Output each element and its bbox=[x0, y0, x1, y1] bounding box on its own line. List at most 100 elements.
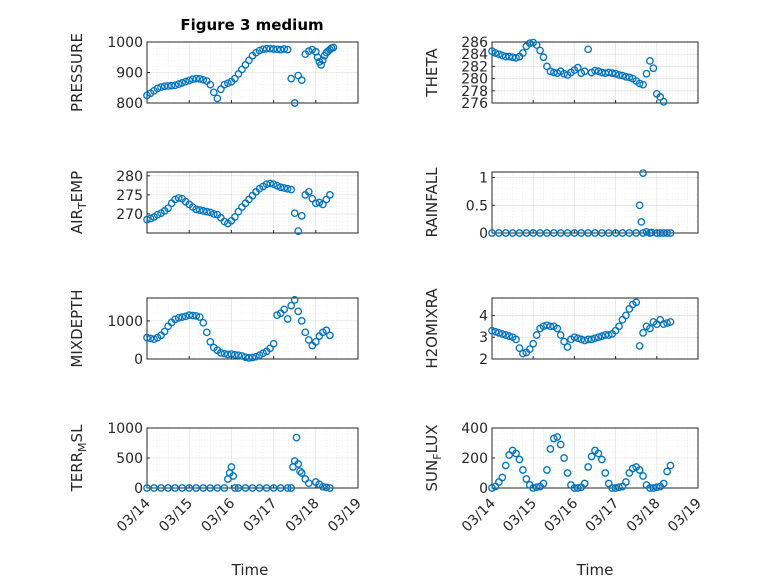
data-point bbox=[283, 484, 292, 492]
data-point bbox=[498, 330, 507, 338]
data-point bbox=[290, 296, 299, 304]
data-point bbox=[622, 478, 630, 486]
subplot-sun-flux: 0 200 400 SUNFLUX 03/14 03/15 03/16 03/17 03/18 0… bbox=[423, 421, 705, 535]
data-point bbox=[231, 213, 239, 221]
data-point bbox=[573, 63, 582, 72]
y-tick-label: 278 bbox=[461, 84, 488, 100]
data-point bbox=[171, 315, 179, 324]
data-point bbox=[608, 69, 617, 77]
data-point bbox=[224, 350, 232, 359]
data-point bbox=[174, 194, 183, 202]
data-point bbox=[519, 466, 527, 474]
data-point bbox=[297, 211, 306, 220]
x-tick-label: 03/18 bbox=[624, 496, 664, 536]
data-point bbox=[598, 455, 606, 464]
data-point bbox=[649, 64, 658, 73]
data-point bbox=[570, 333, 579, 342]
data-point bbox=[164, 204, 172, 213]
data-point bbox=[199, 318, 208, 327]
data-point bbox=[322, 483, 331, 492]
data-point bbox=[594, 333, 603, 342]
data-point bbox=[522, 475, 531, 483]
x-tick-label: 03/19 bbox=[665, 496, 705, 536]
data-point bbox=[498, 51, 507, 60]
x-tick-label: 03/15 bbox=[500, 496, 540, 536]
data-point bbox=[553, 324, 562, 333]
data-point bbox=[280, 45, 288, 53]
data-point bbox=[536, 46, 544, 55]
data-point bbox=[171, 81, 179, 90]
data-point bbox=[639, 472, 647, 480]
data-point bbox=[532, 41, 541, 49]
y-tick-label: 1 bbox=[479, 171, 488, 187]
data-point bbox=[178, 79, 187, 87]
data-point bbox=[563, 343, 572, 351]
data-point bbox=[615, 483, 623, 492]
data-point bbox=[501, 461, 510, 470]
data-point bbox=[663, 319, 671, 327]
data-point bbox=[304, 187, 313, 196]
data-point bbox=[238, 352, 246, 360]
data-point bbox=[224, 79, 232, 88]
data-point bbox=[553, 433, 562, 441]
subplot-air-temp: 270 275 280 AIRTEMP bbox=[68, 169, 359, 235]
data-point bbox=[206, 337, 215, 346]
y-axis-label: SUNFLUX bbox=[423, 425, 444, 492]
data-point bbox=[146, 214, 155, 223]
data-point bbox=[297, 317, 306, 325]
data-point bbox=[185, 311, 194, 320]
x-tick-label: 03/14 bbox=[114, 495, 154, 535]
data-point bbox=[164, 82, 172, 90]
data-point bbox=[171, 195, 179, 204]
y-axis-label: THETA bbox=[423, 48, 441, 98]
data-point bbox=[573, 334, 582, 343]
data-point bbox=[248, 353, 257, 362]
data-point bbox=[635, 201, 644, 210]
data-point bbox=[292, 433, 301, 442]
data-point bbox=[181, 312, 190, 321]
y-tick-label: 286 bbox=[461, 35, 488, 51]
data-point bbox=[647, 228, 656, 237]
y-tick-label: 284 bbox=[461, 47, 488, 63]
data-point bbox=[488, 326, 496, 335]
data-point bbox=[178, 313, 187, 321]
data-point bbox=[604, 331, 613, 339]
y-tick-label: 2 bbox=[479, 352, 488, 368]
data-point bbox=[573, 484, 582, 492]
y-tick-label: 3 bbox=[479, 330, 488, 346]
data-point bbox=[195, 313, 204, 321]
data-point bbox=[301, 328, 310, 337]
data-point bbox=[167, 81, 176, 90]
data-point bbox=[515, 455, 524, 464]
data-point bbox=[594, 449, 603, 458]
data-point bbox=[269, 339, 278, 348]
data-point bbox=[580, 67, 589, 76]
y-tick-label: 800 bbox=[116, 96, 143, 112]
data-point bbox=[273, 181, 281, 190]
data-point bbox=[294, 227, 303, 235]
data-point bbox=[206, 208, 215, 217]
data-point bbox=[266, 179, 274, 188]
data-point bbox=[326, 191, 334, 199]
data-point bbox=[202, 207, 211, 216]
y-tick-label: 4 bbox=[479, 308, 488, 324]
data-point bbox=[556, 331, 565, 339]
y-axis-label: AIRTEMP bbox=[68, 171, 89, 234]
data-point bbox=[227, 350, 236, 358]
data-point bbox=[637, 218, 646, 226]
data-point bbox=[646, 324, 654, 333]
data-point bbox=[539, 53, 548, 62]
data-point bbox=[220, 484, 229, 492]
data-point bbox=[635, 79, 644, 88]
axes-box bbox=[146, 427, 359, 489]
data-point bbox=[259, 45, 267, 54]
data-point bbox=[532, 331, 541, 339]
data-point bbox=[663, 467, 671, 476]
data-point bbox=[491, 327, 500, 336]
y-tick-label: 0 bbox=[479, 481, 488, 497]
data-point bbox=[560, 454, 568, 462]
data-point bbox=[604, 68, 613, 77]
data-point bbox=[546, 445, 555, 453]
data-point bbox=[580, 479, 589, 488]
data-point bbox=[556, 440, 565, 449]
